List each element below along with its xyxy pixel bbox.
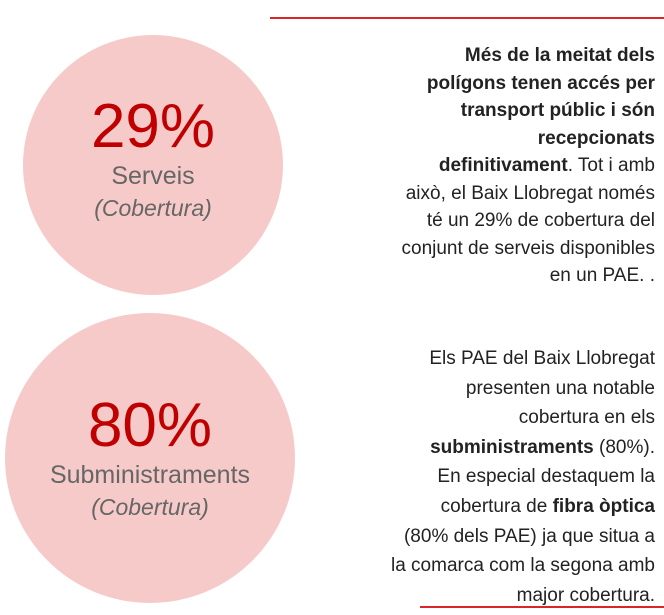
stat-label: Serveis	[111, 162, 195, 190]
text-line: transport públic i són	[402, 97, 655, 125]
text: (80% dels PAE) ja que situa a	[403, 525, 655, 547]
text: En especial destaquem la	[437, 466, 655, 488]
text-block: Els PAE del Baix Llobregat presenten una …	[391, 344, 655, 610]
stat-circle: 80% Subministraments (Cobertura)	[5, 313, 295, 603]
text: això, el Baix Llobregat només	[405, 182, 655, 204]
text-line: major cobertura.	[391, 581, 655, 611]
bold-text: Més de la meitat dels	[464, 45, 655, 66]
text-line: té un 29% de cobertura del	[402, 207, 655, 235]
text-line: En especial destaquem la	[391, 462, 655, 492]
text-line: definitivament. Tot i amb	[402, 152, 655, 180]
text-line: en un PAE. .	[402, 262, 655, 290]
stat-circle: 29% Serveis (Cobertura)	[23, 35, 283, 295]
stat-content: 29% Serveis (Cobertura)	[91, 94, 215, 224]
stat-value: 29%	[90, 92, 216, 161]
text: Els PAE del Baix Llobregat	[429, 348, 655, 369]
text-line: això, el Baix Llobregat només	[402, 180, 655, 208]
text-line: Els PAE del Baix Llobregat	[391, 344, 655, 374]
text: . Tot i amb	[567, 155, 655, 176]
bold-text: subministraments	[430, 436, 594, 458]
bold-text: fibra òptica	[552, 495, 655, 517]
text: en un PAE. .	[549, 265, 655, 286]
top-rule	[270, 17, 664, 19]
bold-text: polígons tenen accés per	[426, 72, 655, 94]
text-line: la comarca com la segona amb	[391, 551, 655, 581]
text-line: (80% dels PAE) ja que situa a	[391, 522, 655, 552]
text-line: recepcionats	[402, 125, 655, 153]
bold-text: transport públic i són	[460, 100, 655, 121]
text: presenten una notable	[465, 377, 655, 399]
stat-sublabel: (Cobertura)	[94, 195, 212, 221]
bold-text: recepcionats	[537, 127, 655, 149]
stat-sublabel: (Cobertura)	[91, 494, 209, 520]
text-block: Més de la meitat dels polígons tenen accé…	[402, 42, 656, 290]
bold-text: definitivament	[438, 155, 568, 176]
stat-label: Subministraments	[49, 461, 251, 489]
text: la comarca com la segona amb	[390, 555, 655, 577]
bottom-rule	[420, 606, 664, 608]
text-line: conjunt de serveis disponibles	[402, 235, 656, 263]
text: cobertura en els	[518, 407, 655, 429]
text-line: cobertura en els	[391, 403, 655, 433]
text: major cobertura.	[516, 584, 655, 606]
text-line: cobertura de fibra òptica	[391, 492, 655, 522]
text: conjunt de serveis disponibles	[401, 237, 656, 259]
text: té un 29% de cobertura del	[426, 210, 655, 231]
text-line: presenten una notable	[391, 374, 655, 404]
text-line: polígons tenen accés per	[402, 70, 655, 98]
stat-value: 80%	[87, 391, 213, 460]
text-line: Més de la meitat dels	[402, 42, 655, 70]
text: (80%).	[593, 436, 655, 458]
text: cobertura de	[440, 495, 553, 517]
stat-content: 80% Subministraments (Cobertura)	[50, 393, 250, 523]
text-line: subministraments (80%).	[391, 433, 655, 463]
